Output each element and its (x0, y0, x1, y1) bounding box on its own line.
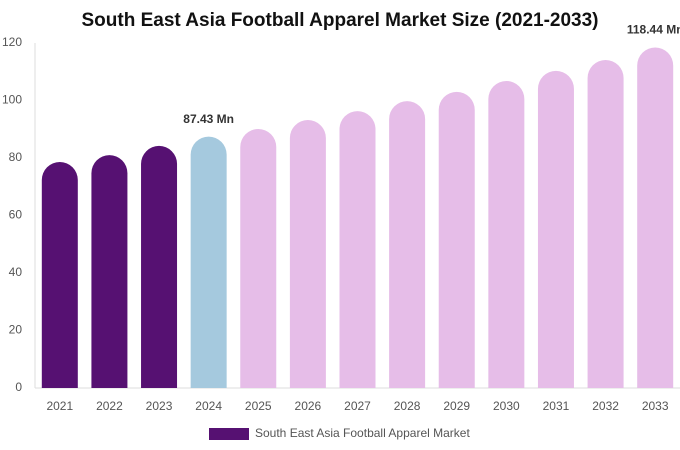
x-tick-label: 2029 (443, 399, 470, 413)
y-tick-label: 0 (15, 380, 22, 394)
bar (389, 101, 426, 388)
bar (91, 155, 128, 388)
x-tick-label: 2032 (592, 399, 619, 413)
x-tick-label: 2033 (642, 399, 669, 413)
x-tick-label: 2031 (543, 399, 570, 413)
bar (41, 162, 78, 388)
y-tick-label: 80 (9, 150, 23, 164)
y-tick-label: 60 (9, 208, 23, 222)
value-label: 118.44 Mn (627, 23, 680, 37)
y-tick-label: 120 (2, 35, 22, 49)
x-tick-label: 2021 (46, 399, 73, 413)
bar (537, 70, 574, 388)
y-tick-label: 20 (9, 323, 23, 337)
bar (339, 111, 376, 388)
bar (488, 80, 525, 388)
legend-label: South East Asia Football Apparel Market (255, 426, 470, 440)
x-tick-label: 2026 (295, 399, 322, 413)
chart-title: South East Asia Football Apparel Market … (81, 10, 598, 31)
x-tick-label: 2027 (344, 399, 371, 413)
bar (141, 145, 178, 388)
bar (438, 91, 475, 388)
x-tick-label: 2025 (245, 399, 272, 413)
value-label: 87.43 Mn (183, 112, 234, 126)
x-tick-label: 2023 (146, 399, 173, 413)
x-tick-label: 2022 (96, 399, 123, 413)
x-tick-label: 2028 (394, 399, 421, 413)
x-tick-label: 2030 (493, 399, 520, 413)
x-tick-label: 2024 (195, 399, 222, 413)
legend-swatch (209, 428, 249, 440)
bar (637, 47, 674, 389)
y-tick-label: 40 (9, 265, 23, 279)
y-tick-label: 100 (2, 93, 22, 107)
bar (240, 128, 277, 388)
bar (289, 120, 326, 389)
bar (190, 136, 227, 388)
bar (587, 59, 624, 389)
